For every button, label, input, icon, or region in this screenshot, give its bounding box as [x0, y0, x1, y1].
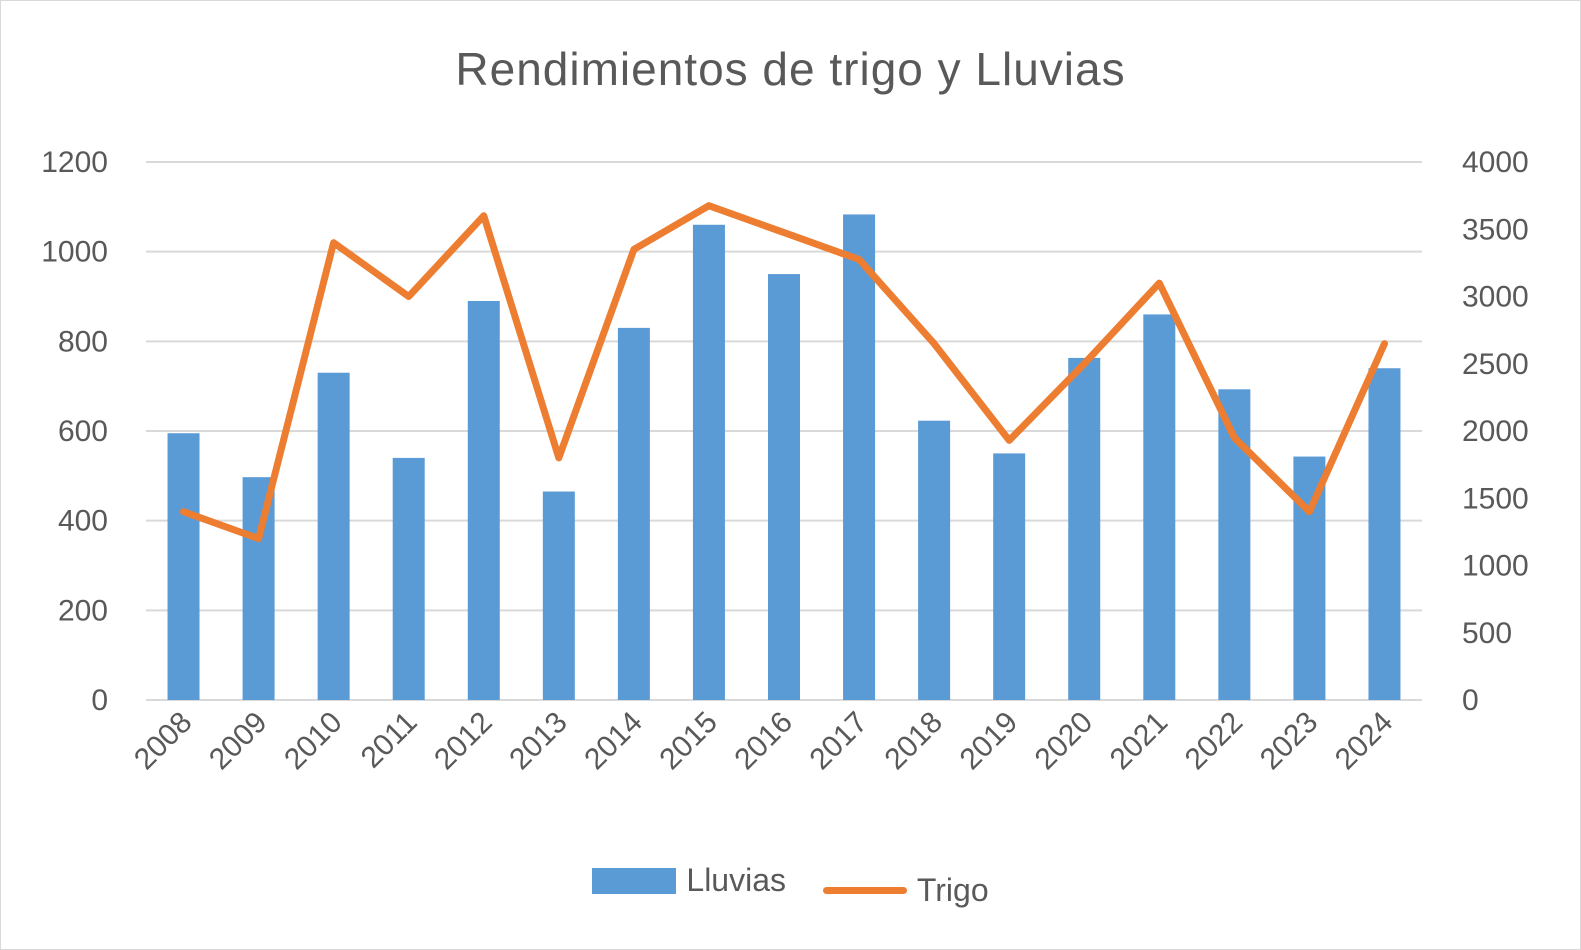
bar-lluvias	[1068, 357, 1101, 700]
bar-lluvias	[768, 274, 800, 700]
bar-lluvias	[167, 433, 200, 700]
x-tick-label: 2020	[1029, 706, 1100, 777]
x-tick-label: 2022	[1179, 706, 1250, 777]
line-trigo	[180, 202, 1388, 543]
x-tick-label: 2009	[203, 706, 274, 777]
y-right-tick-label: 3000	[1462, 281, 1529, 314]
x-tick-label: 2008	[128, 706, 199, 777]
bar-lluvias	[1143, 314, 1176, 700]
bar-lluvias	[317, 372, 350, 700]
y-left-tick-label: 200	[58, 594, 108, 627]
bar-lluvias	[392, 457, 425, 700]
chart-title: Rendimientos de trigo y Lluvias	[455, 43, 1126, 95]
legend-item-lluvias: Lluvias	[592, 862, 786, 899]
legend-label-lluvias: Lluvias	[686, 862, 786, 898]
y-left-tick-label: 1200	[41, 146, 108, 179]
x-tick-label: 2014	[578, 706, 649, 777]
y-right-tick-label: 2500	[1462, 348, 1529, 381]
x-tick-label: 2024	[1329, 706, 1400, 777]
bar-lluvias	[918, 420, 951, 700]
y-right-tick-label: 4000	[1462, 146, 1529, 179]
legend-swatch-trigo	[822, 886, 907, 894]
y-right-tick-label: 1500	[1462, 482, 1529, 515]
legend: Lluvias Trigo	[0, 862, 1581, 909]
y-left-tick-label: 1000	[41, 236, 108, 269]
legend-swatch-lluvias	[592, 867, 677, 894]
bar-lluvias	[467, 300, 500, 700]
legend-label-trigo: Trigo	[916, 871, 989, 908]
legend-item-trigo: Trigo	[822, 871, 989, 909]
y-right-tick-label: 3500	[1462, 213, 1529, 246]
bar-lluvias	[843, 214, 876, 700]
x-tick-label: 2012	[428, 706, 499, 777]
x-tick-label: 2016	[728, 706, 799, 777]
x-tick-label: 2011	[355, 706, 424, 775]
y-left-tick-label: 600	[58, 415, 108, 448]
y-right-tick-label: 2000	[1462, 415, 1529, 448]
bar-lluvias	[692, 224, 725, 700]
x-tick-label: 2021	[1104, 706, 1175, 777]
y-right-tick-label: 500	[1462, 617, 1512, 650]
bar-lluvias	[617, 327, 650, 700]
chart-svg: 0 200 400 600 800 1000 1200 0 500 1000 1500 2000 250…	[41, 146, 1529, 777]
y-right-tick-label: 0	[1462, 684, 1479, 717]
y-left-tick-label: 400	[58, 505, 108, 538]
y-right-tick-label: 1000	[1462, 550, 1529, 583]
y-left-tick-label: 0	[91, 684, 108, 717]
x-tick-label: 2023	[1254, 706, 1325, 777]
bar-lluvias	[1368, 368, 1401, 700]
x-tick-label: 2017	[803, 706, 874, 777]
x-tick-label: 2015	[653, 706, 724, 777]
x-tick-label: 2013	[503, 706, 574, 777]
bar-lluvias	[542, 491, 575, 700]
bar-lluvias	[993, 453, 1026, 700]
y-left-tick-label: 800	[58, 325, 108, 358]
x-tick-label: 2010	[278, 706, 349, 777]
bar-lluvias	[242, 477, 275, 700]
x-tick-label: 2019	[954, 706, 1025, 777]
x-tick-label: 2018	[879, 706, 950, 777]
